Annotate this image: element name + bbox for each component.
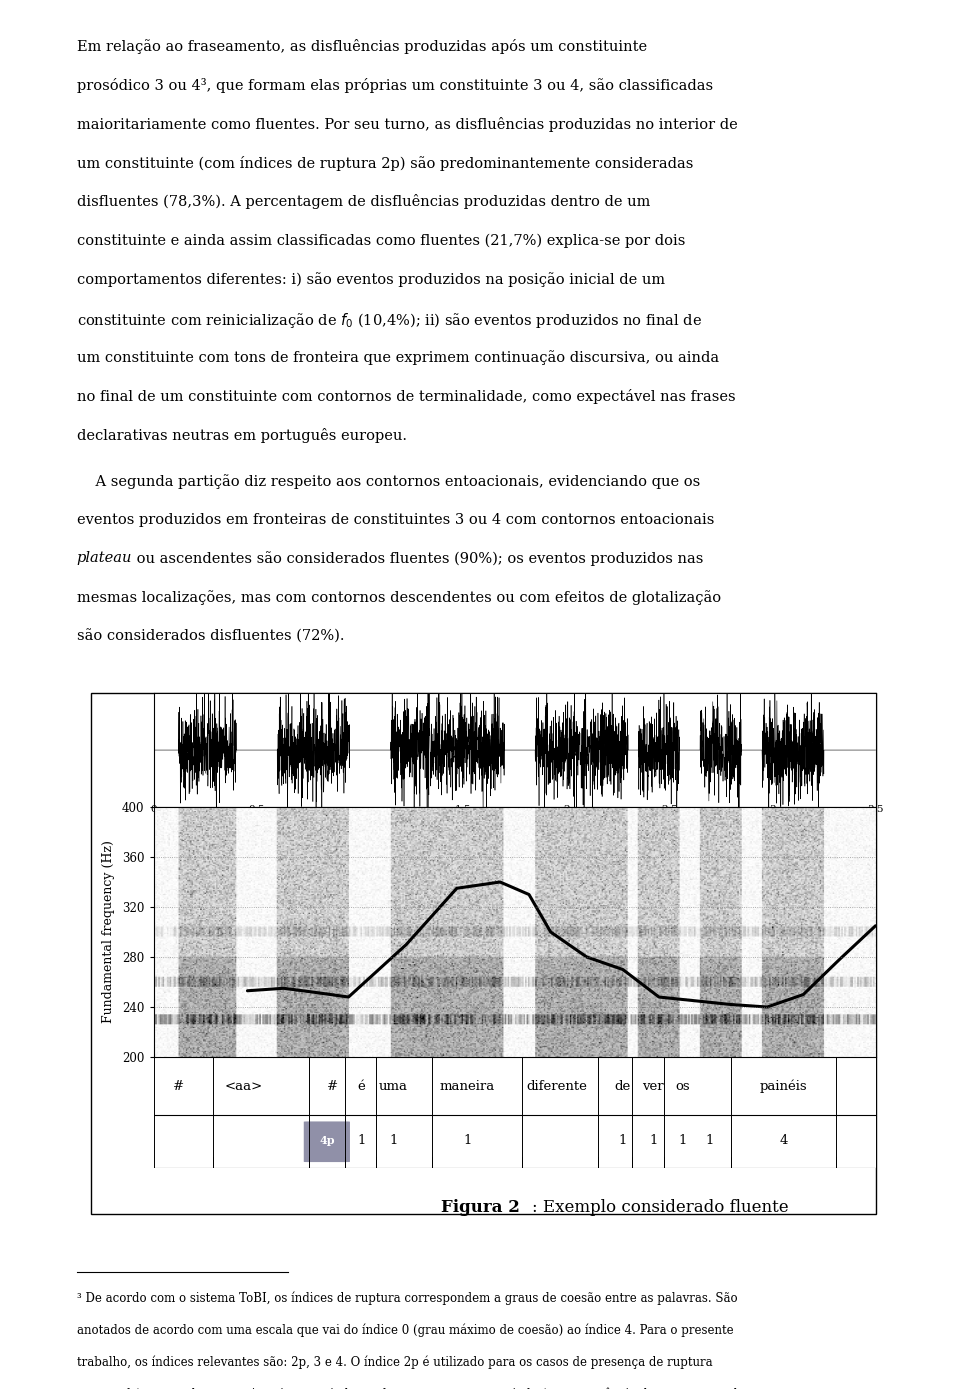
Text: disfluentes (78,3%). A percentagem de disfluências produzidas dentro de um: disfluentes (78,3%). A percentagem de di… [77, 194, 650, 210]
Text: 1: 1 [389, 1135, 397, 1147]
Text: prosódico 3 ou 4³, que formam elas próprias um constituinte 3 ou 4, são classifi: prosódico 3 ou 4³, que formam elas própr… [77, 78, 713, 93]
Text: ver: ver [642, 1079, 664, 1093]
Text: mesmas localizações, mas com contornos descendentes ou com efeitos de glotalizaç: mesmas localizações, mas com contornos d… [77, 590, 721, 606]
Text: 3: 3 [769, 804, 776, 814]
Text: 1: 1 [679, 1135, 687, 1147]
Text: Em relação ao fraseamento, as disfluências produzidas após um constituinte: Em relação ao fraseamento, as disfluênci… [77, 39, 647, 54]
Text: 1: 1 [618, 1135, 627, 1147]
FancyBboxPatch shape [91, 693, 876, 1214]
Text: um constituinte (com índices de ruptura 2p) são predominantemente consideradas: um constituinte (com índices de ruptura … [77, 156, 693, 171]
Text: 1.5: 1.5 [455, 804, 471, 814]
Text: 1: 1 [464, 1135, 471, 1147]
Text: constituinte e ainda assim classificadas como fluentes (21,7%) explica-se por do: constituinte e ainda assim classificadas… [77, 233, 685, 247]
Text: constituinte com reinicialização de $f_0$ (10,4%); ii) são eventos produzidos no: constituinte com reinicialização de $f_0… [77, 311, 702, 331]
Text: Figura 2: Figura 2 [441, 1199, 519, 1215]
Text: plateau: plateau [77, 551, 132, 565]
Text: uma: uma [379, 1079, 408, 1093]
Text: 0: 0 [151, 804, 156, 814]
Text: 2: 2 [563, 804, 569, 814]
Text: de: de [614, 1079, 631, 1093]
Text: 1: 1 [357, 1135, 366, 1147]
Text: 1: 1 [649, 1135, 658, 1147]
Text: 0.5: 0.5 [249, 804, 265, 814]
Text: 4: 4 [780, 1135, 788, 1147]
Text: 2.5: 2.5 [661, 804, 678, 814]
Text: comportamentos diferentes: i) são eventos produzidos na posição inicial de um: comportamentos diferentes: i) são evento… [77, 272, 665, 288]
Text: : Exemplo considerado fluente: : Exemplo considerado fluente [532, 1199, 788, 1215]
Text: 4p: 4p [319, 1135, 335, 1146]
Text: #: # [327, 1079, 338, 1093]
Text: painéis: painéis [760, 1079, 807, 1093]
Text: ou ascendentes são considerados fluentes (90%); os eventos produzidos nas: ou ascendentes são considerados fluentes… [132, 551, 704, 567]
FancyBboxPatch shape [303, 1121, 350, 1163]
Text: <aa>: <aa> [225, 1079, 263, 1093]
Text: A segunda partição diz respeito aos contornos entoacionais, evidenciando que os: A segunda partição diz respeito aos cont… [77, 474, 700, 489]
Y-axis label: Fundamental frequency (Hz): Fundamental frequency (Hz) [102, 840, 115, 1024]
Text: maneira: maneira [440, 1079, 495, 1093]
Text: é: é [358, 1079, 366, 1093]
Text: eventos produzidos em fronteiras de constituintes 3 ou 4 com contornos entoacion: eventos produzidos em fronteiras de cons… [77, 513, 714, 526]
Text: anotados de acordo com uma escala que vai do índice 0 (grau máximo de coesão) ao: anotados de acordo com uma escala que va… [77, 1324, 733, 1338]
Text: maioritariamente como fluentes. Por seu turno, as disfluências produzidas no int: maioritariamente como fluentes. Por seu … [77, 117, 737, 132]
Text: declarativas neutras em português europeu.: declarativas neutras em português europe… [77, 428, 407, 443]
Text: os: os [676, 1079, 690, 1093]
Text: um constituinte com tons de fronteira que exprimem continuação discursiva, ou ai: um constituinte com tons de fronteira qu… [77, 350, 719, 365]
Text: #: # [174, 1079, 184, 1093]
Text: 1: 1 [706, 1135, 713, 1147]
Text: 3.5: 3.5 [867, 804, 884, 814]
Text: são considerados disfluentes (72%).: são considerados disfluentes (72%). [77, 629, 345, 643]
Text: diferente: diferente [526, 1079, 587, 1093]
Text: no final de um constituinte com contornos de terminalidade, como expectável nas : no final de um constituinte com contorno… [77, 389, 735, 404]
Text: trabalho, os índices relevantes são: 2p, 3 e 4. O índice 2p é utilizado para os : trabalho, os índices relevantes são: 2p,… [77, 1356, 712, 1370]
Text: ³ De acordo com o sistema ToBI, os índices de ruptura correspondem a graus de co: ³ De acordo com o sistema ToBI, os índic… [77, 1292, 737, 1306]
